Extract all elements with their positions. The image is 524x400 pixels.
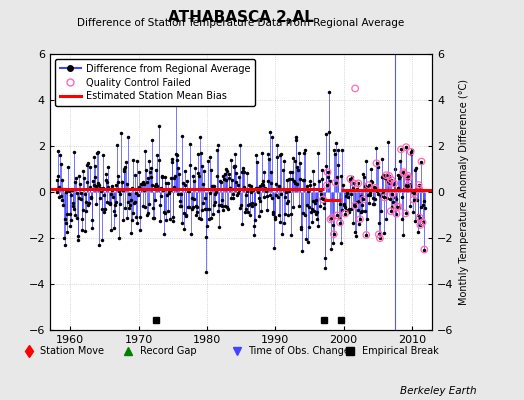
Point <box>362 232 370 238</box>
Point <box>400 170 408 177</box>
Point <box>380 194 389 201</box>
Point <box>373 160 381 166</box>
Point <box>386 180 394 186</box>
Point <box>416 214 424 221</box>
Y-axis label: Monthly Temperature Anomaly Difference (°C): Monthly Temperature Anomaly Difference (… <box>459 79 469 305</box>
Point <box>326 216 335 222</box>
Point <box>356 216 364 222</box>
Point <box>416 222 424 228</box>
Point <box>354 180 363 186</box>
Point <box>395 204 403 210</box>
Point <box>419 219 427 226</box>
Point <box>407 149 415 155</box>
Point <box>346 176 355 182</box>
Point <box>387 208 395 214</box>
Point <box>336 219 344 226</box>
Text: Difference of Station Temperature Data from Regional Average: Difference of Station Temperature Data f… <box>78 18 405 28</box>
Point <box>385 173 393 179</box>
Point <box>328 214 336 221</box>
Text: ATHABASCA 2,AL: ATHABASCA 2,AL <box>168 10 314 25</box>
Point <box>392 210 401 217</box>
Point <box>420 246 429 253</box>
Text: Record Gap: Record Gap <box>140 346 196 356</box>
Point <box>371 185 379 191</box>
Point <box>330 231 338 238</box>
Point <box>333 212 342 218</box>
Point <box>350 180 358 187</box>
Point <box>397 146 405 152</box>
Point <box>364 182 373 188</box>
Point <box>323 169 332 176</box>
Point <box>417 158 425 165</box>
Point <box>399 169 408 175</box>
Point <box>409 196 418 203</box>
Point <box>351 85 359 92</box>
Point <box>387 176 396 183</box>
Point <box>382 172 390 178</box>
Text: Empirical Break: Empirical Break <box>362 346 439 356</box>
Point <box>414 182 423 188</box>
Point <box>393 203 401 210</box>
Point <box>323 182 331 188</box>
Point <box>415 186 423 192</box>
Point <box>403 183 411 190</box>
Point <box>401 210 410 217</box>
Point <box>410 190 418 196</box>
Point <box>359 196 368 203</box>
Point <box>341 210 350 217</box>
Point <box>403 172 412 179</box>
Text: Berkeley Earth: Berkeley Earth <box>400 386 477 396</box>
Point <box>388 191 397 197</box>
Text: Station Move: Station Move <box>40 346 104 356</box>
Point <box>331 180 340 186</box>
Point <box>351 202 359 209</box>
Point <box>404 175 412 181</box>
Text: Time of Obs. Change: Time of Obs. Change <box>248 346 351 356</box>
Point <box>375 231 383 238</box>
Point <box>376 235 384 242</box>
Point <box>390 180 398 186</box>
Legend: Difference from Regional Average, Quality Control Failed, Estimated Station Mean: Difference from Regional Average, Qualit… <box>54 59 255 106</box>
Point <box>402 144 410 150</box>
Point <box>319 196 327 203</box>
